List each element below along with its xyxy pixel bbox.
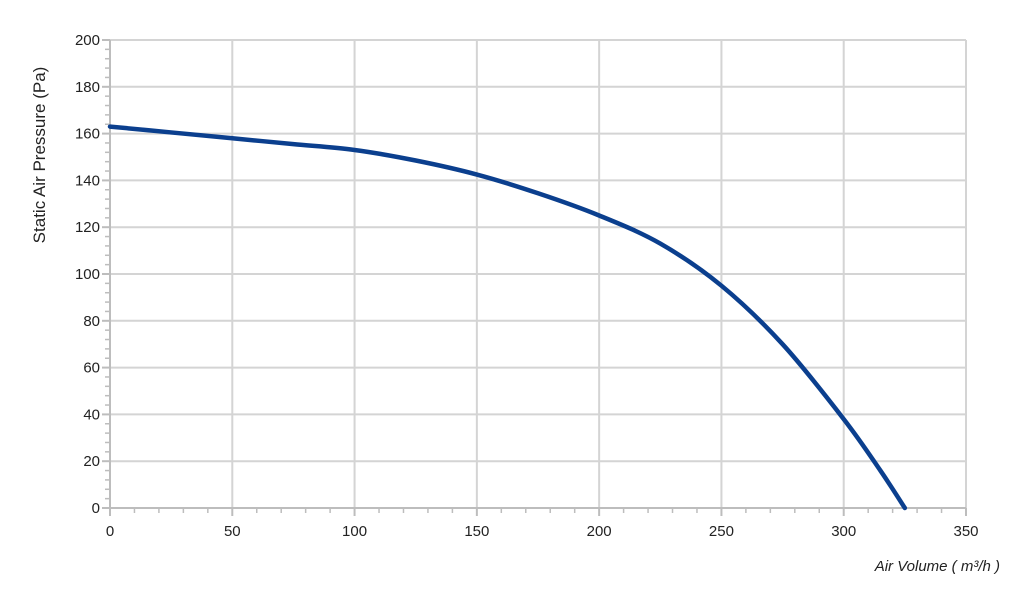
y-tick-label: 200 [75,32,100,49]
pressure-curve [107,124,908,511]
y-tick-label: 160 [75,126,100,143]
minor-ticks [102,39,967,516]
x-tick-label: 300 [831,523,856,540]
y-tick-label: 40 [83,406,100,423]
x-tick-label: 0 [106,523,114,540]
axes [109,40,966,509]
x-tick-label: 350 [953,523,978,540]
y-tick-label: 20 [83,453,100,470]
tick-labels: 0 50 100 150 200 250 300 350 0 20 40 60 80 100 120 140 1… [75,32,979,540]
y-tick-label: 180 [75,79,100,96]
y-tick-label: 140 [75,172,100,189]
x-tick-label: 100 [342,523,367,540]
y-tick-label: 60 [83,360,100,377]
x-tick-label: 150 [464,523,489,540]
y-tick-label: 80 [83,313,100,330]
x-tick-label: 50 [224,523,241,540]
y-axis-title: Static Air Pressure (Pa) [30,67,49,244]
y-tick-label: 0 [92,500,100,517]
y-tick-label: 120 [75,219,100,236]
x-tick-label: 250 [709,523,734,540]
series-layer [107,124,908,511]
x-tick-label: 200 [587,523,612,540]
x-axis-title: Air Volume ( m³/h ) [874,558,1000,575]
grid-layer [110,39,967,508]
y-tick-label: 100 [75,266,100,283]
